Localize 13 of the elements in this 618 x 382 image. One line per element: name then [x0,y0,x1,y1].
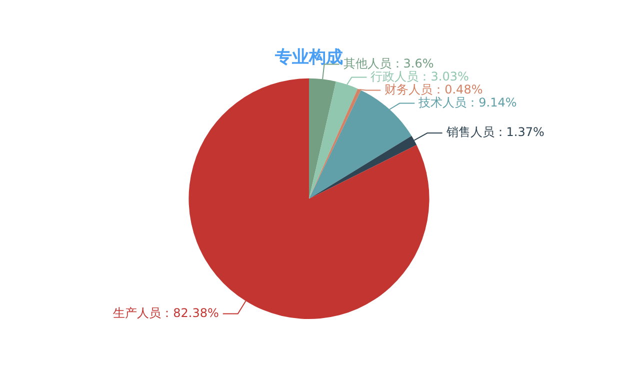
slice-label: 技术人员 [418,95,467,110]
data-label: ：9.14% [466,95,517,110]
chart-title: 专业构成 [274,48,343,68]
data-label: ：3.03% [418,69,469,84]
data-label: ：0.48% [432,82,483,96]
slice-label: 财务人员 [384,82,433,96]
data-label: ：1.37% [494,125,544,140]
slice-label: 生产人员 [113,306,162,320]
slice-label: 行政人员 [370,69,419,84]
data-label: ：3.6% [391,56,434,70]
slice-label: 其他人员 [343,56,392,70]
slice-label: 销售人员 [445,125,494,140]
data-label: ：82.38% [161,306,219,320]
